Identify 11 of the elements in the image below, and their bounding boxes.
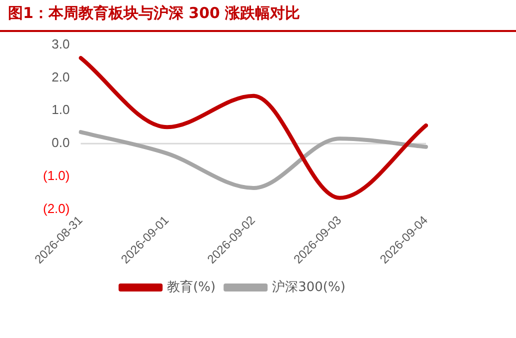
y-tick-label: 2.0 [52,69,70,84]
line-series [78,130,428,190]
legend-label: 沪深300(%) [272,278,346,295]
chart-title: 图1：本周教育板块与沪深 300 涨跌幅对比 [8,4,300,23]
y-tick-label: (2.0) [42,200,70,216]
y-tick-label: 3.0 [52,36,70,52]
legend-label: 教育(%) [167,278,216,295]
y-tick-label: 0.0 [52,135,70,150]
line-series [78,56,428,200]
y-tick-label: (1.0) [42,168,70,184]
y-tick-label: 1.0 [52,102,70,118]
